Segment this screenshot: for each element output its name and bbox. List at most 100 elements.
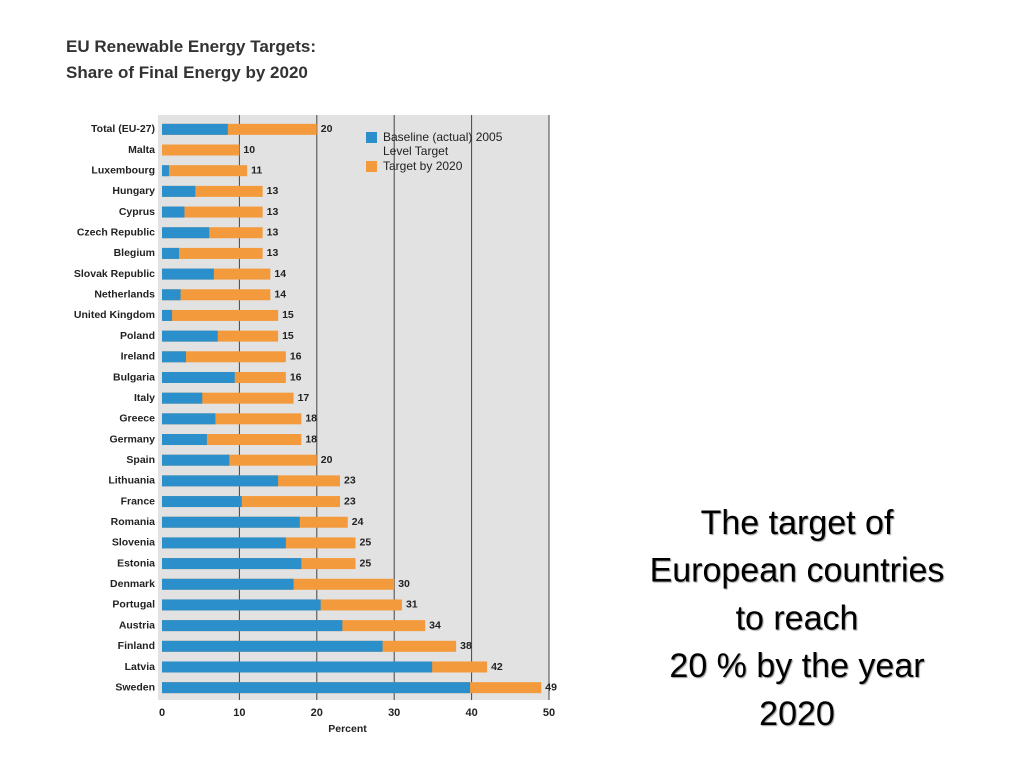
baseline-bar [162,289,181,301]
category-label: Estonia [117,557,155,569]
target-bar [162,227,263,239]
category-label: Austria [119,619,155,631]
side-text: The target of [701,504,894,542]
category-label: Cyprus [119,206,155,218]
value-label: 15 [282,309,294,321]
value-label: 18 [305,413,317,425]
value-label: 15 [282,330,294,342]
target-bar [162,434,302,446]
baseline-bar [162,351,186,363]
target-bar [162,165,248,177]
baseline-bar [162,496,242,508]
target-bar [162,247,263,259]
target-bar [162,330,279,342]
chart-title: EU Renewable Energy Targets: [66,37,316,56]
value-label: 23 [344,495,356,507]
x-tick-label: 40 [465,707,477,719]
category-label: Germany [109,433,155,445]
baseline-bar [162,413,216,425]
side-text: 20 % by the year [669,647,924,685]
target-bar [162,496,341,508]
value-label: 34 [429,619,441,631]
baseline-bar [162,475,279,487]
value-label: 13 [267,206,279,218]
baseline-bar [162,268,214,280]
side-text: European countries [650,552,945,590]
value-label: 13 [267,185,279,197]
x-tick-label: 50 [543,707,555,719]
category-label: Romania [111,516,156,528]
baseline-bar [162,661,433,673]
target-bar [162,268,271,280]
category-label: Blegium [114,247,155,259]
value-label: 23 [344,475,356,487]
side-text: 2020 [759,695,835,733]
baseline-bar [162,599,321,611]
legend-label: Target by 2020 [383,159,463,173]
value-label: 13 [267,247,279,259]
value-label: 30 [398,578,410,590]
value-label: 16 [290,351,302,363]
value-label: 38 [460,640,472,652]
legend: Baseline (actual) 2005 Level Target Targe… [366,130,536,174]
baseline-bar [162,330,218,342]
category-label: France [121,495,156,507]
value-label: 49 [545,681,557,693]
target-bar [162,123,317,135]
baseline-bar [162,165,169,177]
baseline-bar [162,578,294,590]
value-label: 24 [352,516,364,528]
category-label: Czech Republic [77,227,155,239]
value-label: 25 [360,537,372,549]
legend-swatch [366,161,377,172]
value-label: 16 [290,371,302,383]
category-label: Malta [128,144,155,156]
target-bar [162,309,279,321]
baseline-bar [162,185,196,197]
category-label: Italy [134,392,155,404]
value-label: 13 [267,227,279,239]
baseline-bar [162,434,207,446]
category-label: Finland [118,640,155,652]
category-label: Slovenia [112,537,155,549]
target-bar [162,185,263,197]
value-label: 20 [321,454,333,466]
target-bar [162,289,271,301]
category-label: Bulgaria [113,371,155,383]
target-bar [162,206,263,218]
baseline-bar [162,371,235,383]
baseline-bar [162,392,203,404]
baseline-bar [162,537,286,549]
value-label: 14 [274,268,286,280]
legend-label: Baseline (actual) 2005 Level Target [383,130,503,158]
legend-item: Baseline (actual) 2005 Level Target [366,130,536,158]
value-label: 31 [406,599,418,611]
value-label: 10 [243,144,255,156]
x-tick-label: 10 [233,707,245,719]
target-bar [162,144,240,156]
category-label: Lithuania [108,475,155,487]
category-label: Ireland [121,351,155,363]
baseline-bar [162,247,180,259]
value-label: 42 [491,661,503,673]
legend-swatch [366,132,377,143]
target-bar [162,392,294,404]
category-label: Hungary [112,185,155,197]
category-label: United Kingdom [74,309,155,321]
category-label: Luxembourg [91,164,155,176]
category-label: Denmark [110,578,155,590]
category-label: Poland [120,330,155,342]
category-label: Portugal [112,599,155,611]
baseline-bar [162,309,173,321]
x-axis-label: Percent [328,723,367,735]
value-label: 14 [274,289,286,301]
x-tick-label: 30 [388,707,400,719]
value-label: 25 [360,557,372,569]
baseline-bar [162,682,471,694]
baseline-bar [162,123,228,135]
baseline-bar [162,206,185,218]
legend-item: Target by 2020 [366,159,536,173]
x-tick-label: 20 [311,707,323,719]
value-label: 20 [321,123,333,135]
